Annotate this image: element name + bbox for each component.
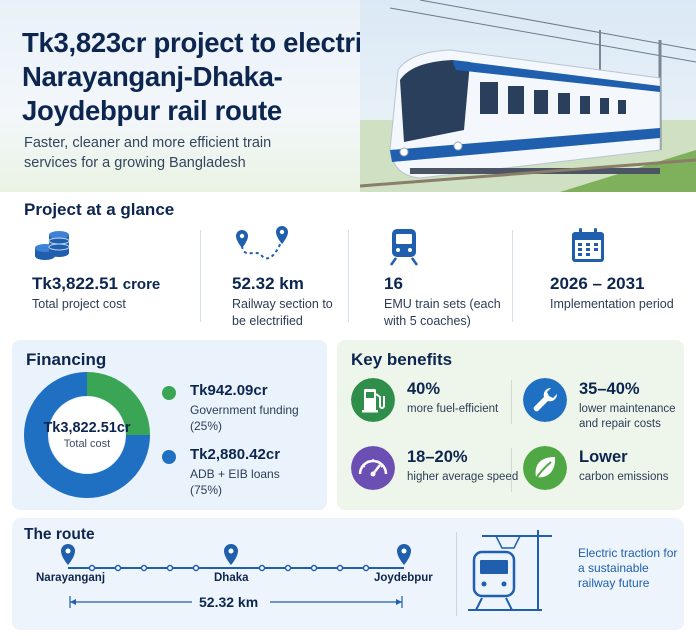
benefits-title: Key benefits [351, 350, 453, 369]
leaf-icon [523, 446, 567, 490]
stat-value: 16 [384, 274, 403, 293]
financing-panel: Financing Tk3,822.51cr Total cost Tk942.… [12, 340, 327, 510]
benefit-label: carbon emissions [579, 471, 669, 483]
station-label: Dhaka [214, 572, 249, 584]
route-map [61, 530, 552, 611]
stat-desc: Railway section to be electrified [232, 297, 333, 328]
station-label: Joydebpur [374, 572, 433, 584]
stat-trains: 16 EMU train sets (each with 5 coaches) [384, 226, 514, 330]
stat-desc: Total project cost [32, 297, 126, 311]
stat-length: 52.32 km Railway section to be electrifi… [232, 226, 352, 330]
hero-banner: Tk3,823cr project to electrify Narayanga… [0, 0, 696, 192]
stat-unit: crore [122, 276, 161, 293]
station-label: Narayanganj [36, 572, 106, 584]
benefits-panel: Key benefits 40% more fuel-efficient 35–… [337, 340, 684, 510]
legend-dot [162, 386, 176, 400]
benefit-label: higher average speed [407, 471, 519, 483]
donut-hole [49, 397, 125, 473]
divider [512, 230, 513, 322]
donut-center-value: Tk3,822.51cr [43, 420, 131, 436]
stat-desc: EMU train sets (each with 5 coaches) [384, 297, 501, 328]
route-distance: 52.32 km [199, 594, 259, 610]
map-pin-icon [61, 544, 411, 565]
benefit-value: Lower [579, 448, 628, 466]
donut-slice-0 [86, 372, 150, 436]
route-title: The route [24, 526, 95, 543]
donut-center-label: Total cost [63, 438, 111, 450]
financing-title: Financing [26, 350, 107, 369]
financing-amount: Tk2,880.42cr [190, 446, 281, 463]
electric-train-illustration [360, 0, 696, 192]
divider [511, 448, 512, 492]
stat-value: 2026 – 2031 [550, 274, 645, 293]
financing-amount: Tk942.09cr [190, 382, 268, 399]
divider [348, 230, 349, 322]
train-icon [389, 229, 419, 266]
route-panel: The route [12, 518, 684, 630]
coins-icon [35, 231, 70, 260]
financing-donut-chart [24, 372, 150, 498]
stat-desc: Implementation period [550, 297, 674, 311]
page-subtitle: Faster, cleaner and more efficient train… [24, 135, 272, 171]
page-title: Tk3,823cr project to electrify Narayanga… [22, 27, 386, 126]
fuel-pump-icon [351, 378, 395, 422]
donut-slice-1 [24, 372, 150, 498]
route-icon [236, 226, 288, 260]
divider [200, 230, 201, 322]
stat-value: Tk3,822.51 [32, 274, 119, 293]
route-note: Electric traction for a sustainable rail… [578, 546, 678, 590]
divider [511, 380, 512, 424]
stat-period: 2026 – 2031 Implementation period [550, 226, 690, 330]
benefit-value: 40% [407, 380, 441, 398]
financing-label: ADB + EIB loans [190, 467, 280, 481]
glance-title: Project at a glance [24, 200, 175, 219]
benefit-value: 35–40% [579, 380, 640, 398]
financing-pct: (25%) [190, 419, 223, 433]
legend-dot [162, 450, 176, 464]
stat-value: 52.32 km [232, 274, 304, 293]
benefit-label: lower maintenance and repair costs [579, 403, 676, 430]
financing-pct: (75%) [190, 483, 223, 497]
calendar-icon [572, 228, 604, 262]
electric-train-icon [468, 530, 552, 611]
donut-center: Tk3,822.51cr Total cost [24, 372, 150, 498]
benefit-value: 18–20% [407, 448, 468, 466]
wrench-icon [523, 378, 567, 422]
stat-total-cost: Tk3,822.51 crore Total project cost [32, 226, 192, 330]
benefit-label: more fuel-efficient [407, 403, 499, 415]
financing-label: Government funding [190, 403, 299, 417]
divider [456, 532, 457, 616]
speedometer-icon [351, 446, 395, 490]
